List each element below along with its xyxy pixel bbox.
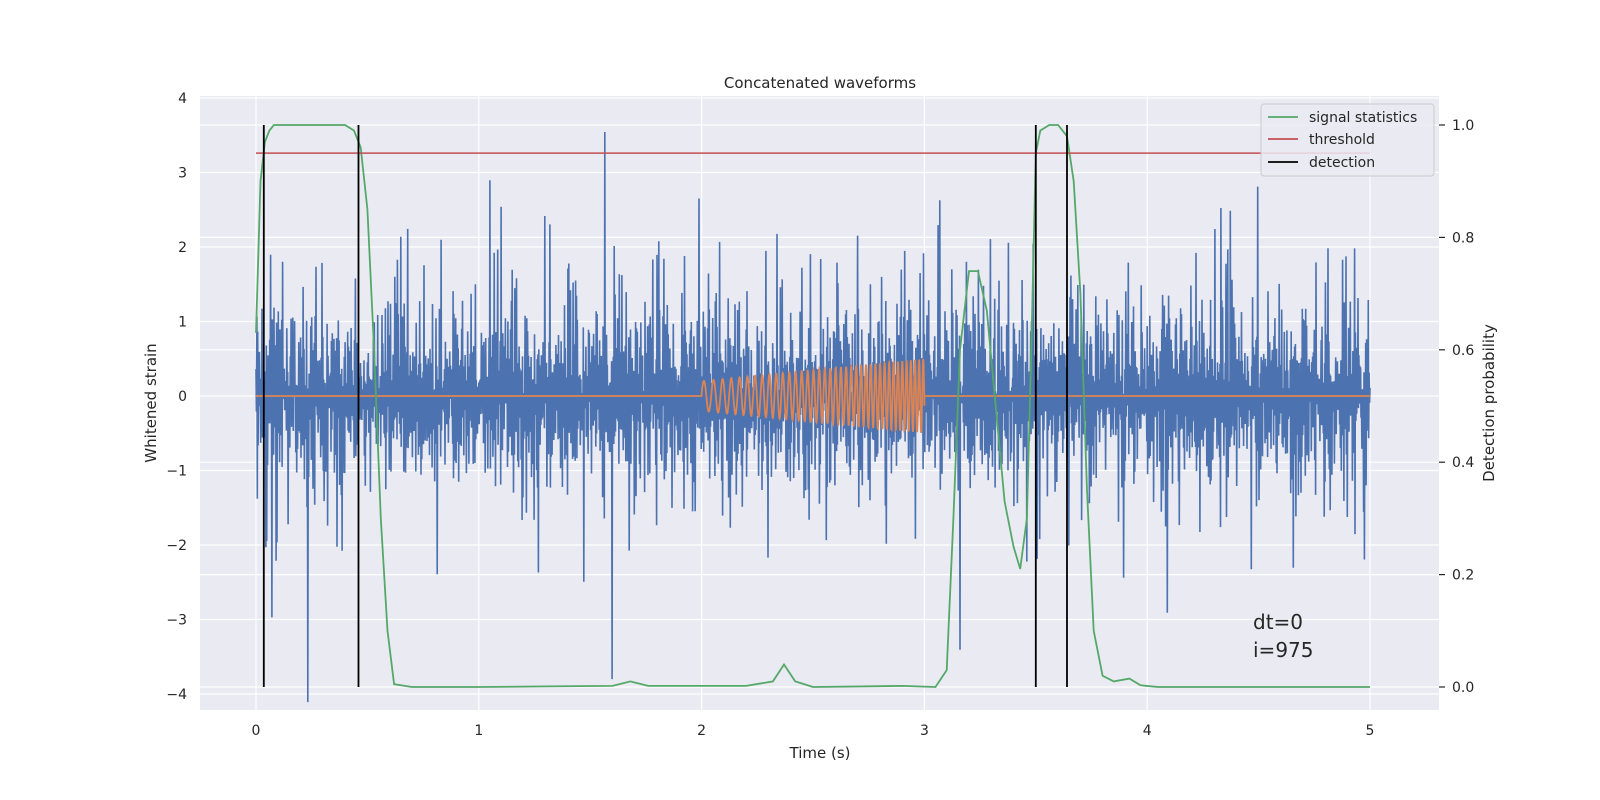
plot-area (255, 124, 1371, 703)
x-tick-label: 5 (1366, 723, 1375, 739)
legend: signal statistics threshold detection (1260, 103, 1435, 177)
y-tick-label-left: 1 (178, 315, 187, 331)
series-detection (262, 125, 1068, 687)
y-tick-label-right: 1.0 (1452, 118, 1474, 134)
x-tick-label: 0 (252, 723, 261, 739)
legend-label-threshold: threshold (1309, 132, 1375, 148)
y-tick-label-left: 0 (178, 389, 187, 405)
annotation-dt: dt=0 (1253, 610, 1303, 634)
x-tick-label: 1 (474, 723, 483, 739)
x-tick-label: 2 (697, 723, 706, 739)
series-signal-statistics (255, 124, 1370, 688)
y-tick-label-left: −3 (166, 613, 187, 629)
y-axis-label-left: Whitened strain (142, 343, 160, 462)
x-axis-label: Time (s) (789, 744, 851, 762)
y-tick-label-right: 0.2 (1452, 568, 1474, 584)
annotation-i: i=975 (1253, 638, 1314, 662)
y-axis-label-right: Detection probability (1480, 324, 1498, 482)
x-ticks: 0 1 2 3 4 5 (252, 723, 1375, 739)
y-ticks-right: 0.0 0.2 0.4 0.6 0.8 1.0 (1439, 118, 1474, 696)
y-tick-label-right: 0.0 (1452, 680, 1474, 696)
y-tick-label-left: 3 (178, 166, 187, 182)
chart-title: Concatenated waveforms (724, 74, 916, 92)
y-tick-label-left: 2 (178, 240, 187, 256)
y-tick-label-left: −2 (166, 538, 187, 554)
series-injected-waveform (256, 358, 1370, 434)
y-tick-label-left: −4 (166, 687, 187, 703)
legend-label-detection: detection (1309, 155, 1375, 171)
y-tick-label-left: −1 (166, 464, 187, 480)
y-tick-label-right: 0.8 (1452, 230, 1474, 246)
y-ticks-left: 4 3 2 1 0 −1 −2 −3 −4 (166, 91, 187, 703)
x-tick-label: 3 (920, 723, 929, 739)
y-tick-label-right: 0.6 (1452, 343, 1474, 359)
legend-box (1260, 103, 1435, 177)
legend-label-signal-statistics: signal statistics (1309, 110, 1417, 126)
x-tick-label: 4 (1143, 723, 1152, 739)
y-tick-label-right: 0.4 (1452, 455, 1474, 471)
y-tick-label-left: 4 (178, 91, 187, 107)
